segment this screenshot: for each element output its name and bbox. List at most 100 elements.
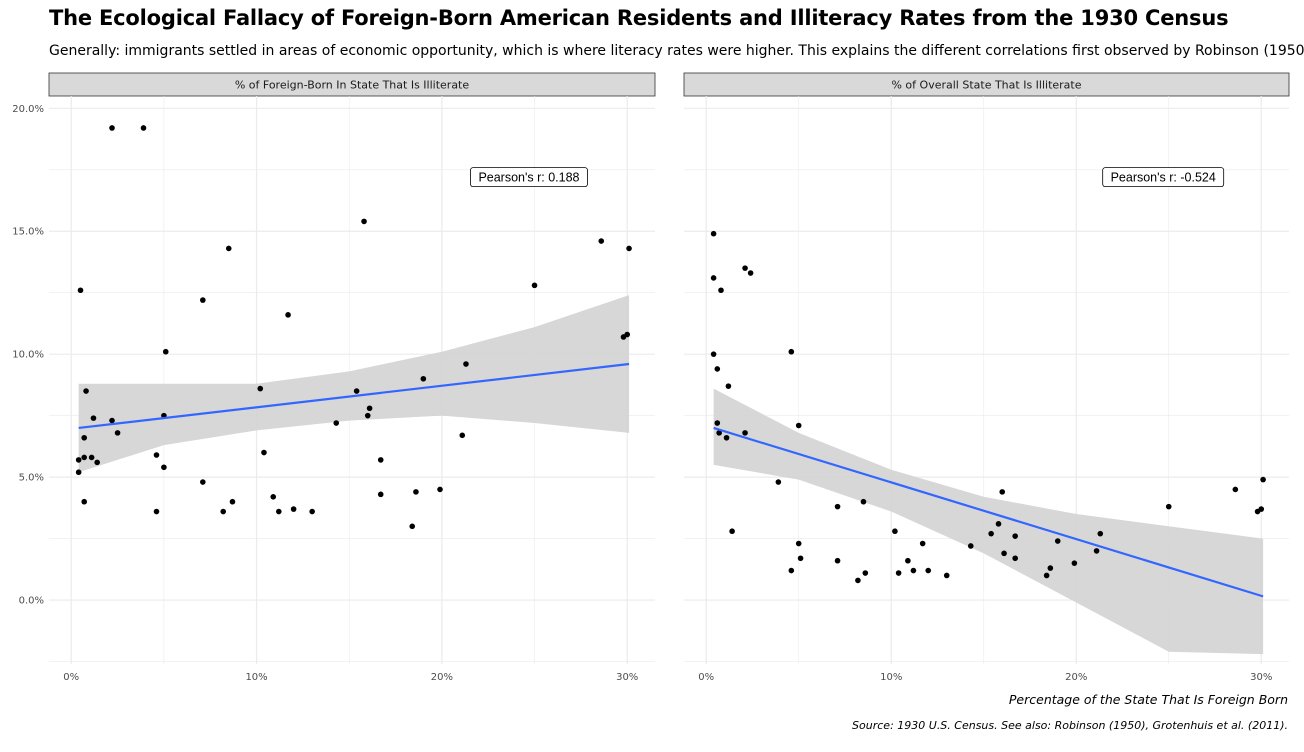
data-point bbox=[229, 498, 236, 505]
data-point bbox=[710, 275, 717, 281]
x-tick-label: 20% bbox=[431, 672, 453, 683]
data-point bbox=[225, 245, 232, 252]
data-point bbox=[716, 430, 722, 436]
data-point bbox=[114, 430, 121, 436]
data-point bbox=[413, 489, 419, 495]
data-point bbox=[94, 459, 100, 466]
data-point bbox=[153, 508, 160, 515]
data-point bbox=[723, 434, 730, 441]
data-point bbox=[598, 238, 605, 244]
data-point bbox=[1012, 555, 1018, 562]
data-point bbox=[140, 125, 147, 131]
y-tick-label: 15.0% bbox=[12, 227, 44, 238]
data-point bbox=[270, 493, 277, 500]
data-point bbox=[161, 464, 167, 471]
y-tick-label: 10.0% bbox=[12, 350, 44, 361]
facet-strip bbox=[683, 72, 1290, 97]
data-point bbox=[81, 434, 88, 441]
data-point bbox=[409, 523, 416, 530]
x-tick-label: 30% bbox=[1250, 672, 1272, 683]
x-tick-label: 10% bbox=[245, 672, 267, 683]
data-point bbox=[1093, 548, 1100, 554]
data-point bbox=[261, 449, 267, 456]
data-point bbox=[200, 297, 206, 303]
correlation-label: Pearson's r: -0.524 bbox=[1111, 171, 1216, 185]
y-tick-label: 5.0% bbox=[19, 473, 44, 484]
x-axis-label: Percentage of the State That Is Foreign … bbox=[1008, 692, 1288, 707]
data-point bbox=[290, 506, 297, 512]
data-point bbox=[88, 454, 95, 461]
chart-title: The Ecological Fallacy of Foreign-Born A… bbox=[49, 6, 1229, 30]
x-tick-label: 0% bbox=[63, 672, 79, 683]
data-point bbox=[437, 486, 443, 493]
data-point bbox=[1071, 560, 1078, 566]
data-point bbox=[742, 265, 748, 271]
data-point bbox=[775, 479, 782, 485]
data-point bbox=[855, 577, 861, 584]
data-point bbox=[109, 125, 115, 131]
data-point bbox=[1043, 572, 1050, 579]
correlation-label-box bbox=[1102, 167, 1225, 188]
confidence-ribbon bbox=[713, 388, 1264, 655]
x-tick-label: 20% bbox=[1065, 672, 1087, 683]
data-point bbox=[910, 567, 917, 574]
data-point bbox=[925, 567, 932, 574]
regression-line bbox=[713, 426, 1264, 598]
data-point bbox=[995, 521, 1002, 527]
data-point bbox=[729, 528, 735, 535]
data-point bbox=[624, 331, 631, 338]
data-point bbox=[919, 540, 926, 547]
data-point bbox=[463, 361, 469, 367]
data-point bbox=[1047, 565, 1054, 571]
correlation-label: Pearson's r: 0.188 bbox=[478, 171, 579, 185]
data-point bbox=[862, 570, 869, 576]
data-point bbox=[714, 366, 721, 372]
data-point bbox=[1012, 533, 1018, 539]
data-point bbox=[943, 572, 950, 579]
data-point bbox=[109, 417, 115, 424]
data-point bbox=[710, 230, 717, 237]
data-point bbox=[714, 420, 721, 426]
data-point bbox=[361, 218, 367, 225]
y-tick-label: 20.0% bbox=[12, 104, 44, 115]
data-point bbox=[366, 405, 373, 412]
data-point bbox=[834, 557, 841, 564]
chart-subtitle: Generally: immigrants settled in areas o… bbox=[49, 43, 1304, 59]
data-point bbox=[988, 530, 994, 537]
data-point bbox=[718, 287, 724, 294]
data-point bbox=[531, 282, 538, 289]
data-point bbox=[710, 351, 717, 357]
data-point bbox=[364, 412, 371, 419]
regression-line bbox=[78, 362, 630, 430]
panel-1: % of Foreign-Born In State That Is Illit… bbox=[12, 72, 656, 683]
x-tick-label: 30% bbox=[616, 672, 638, 683]
data-point bbox=[860, 498, 867, 505]
facet-strip bbox=[48, 72, 656, 97]
data-point bbox=[257, 385, 264, 392]
data-point bbox=[377, 457, 384, 463]
data-point bbox=[285, 312, 291, 318]
data-point bbox=[747, 270, 754, 276]
data-point bbox=[153, 452, 160, 458]
data-point bbox=[83, 388, 89, 394]
data-point bbox=[1165, 503, 1172, 510]
confidence-ribbon bbox=[78, 295, 630, 473]
data-point bbox=[795, 422, 802, 429]
data-point bbox=[1001, 550, 1007, 557]
data-point bbox=[81, 454, 88, 461]
data-point bbox=[162, 348, 169, 355]
x-tick-label: 0% bbox=[698, 672, 714, 683]
data-point bbox=[75, 457, 82, 463]
data-point bbox=[788, 567, 795, 574]
data-point bbox=[967, 543, 974, 549]
data-point bbox=[309, 508, 315, 515]
data-point bbox=[725, 383, 732, 389]
data-point bbox=[77, 287, 84, 294]
data-point bbox=[75, 469, 82, 476]
facet-strip-label: % of Foreign-Born In State That Is Illit… bbox=[235, 79, 470, 92]
data-point bbox=[797, 555, 804, 562]
data-point bbox=[626, 245, 632, 252]
data-point bbox=[90, 415, 97, 421]
data-point bbox=[742, 430, 748, 436]
